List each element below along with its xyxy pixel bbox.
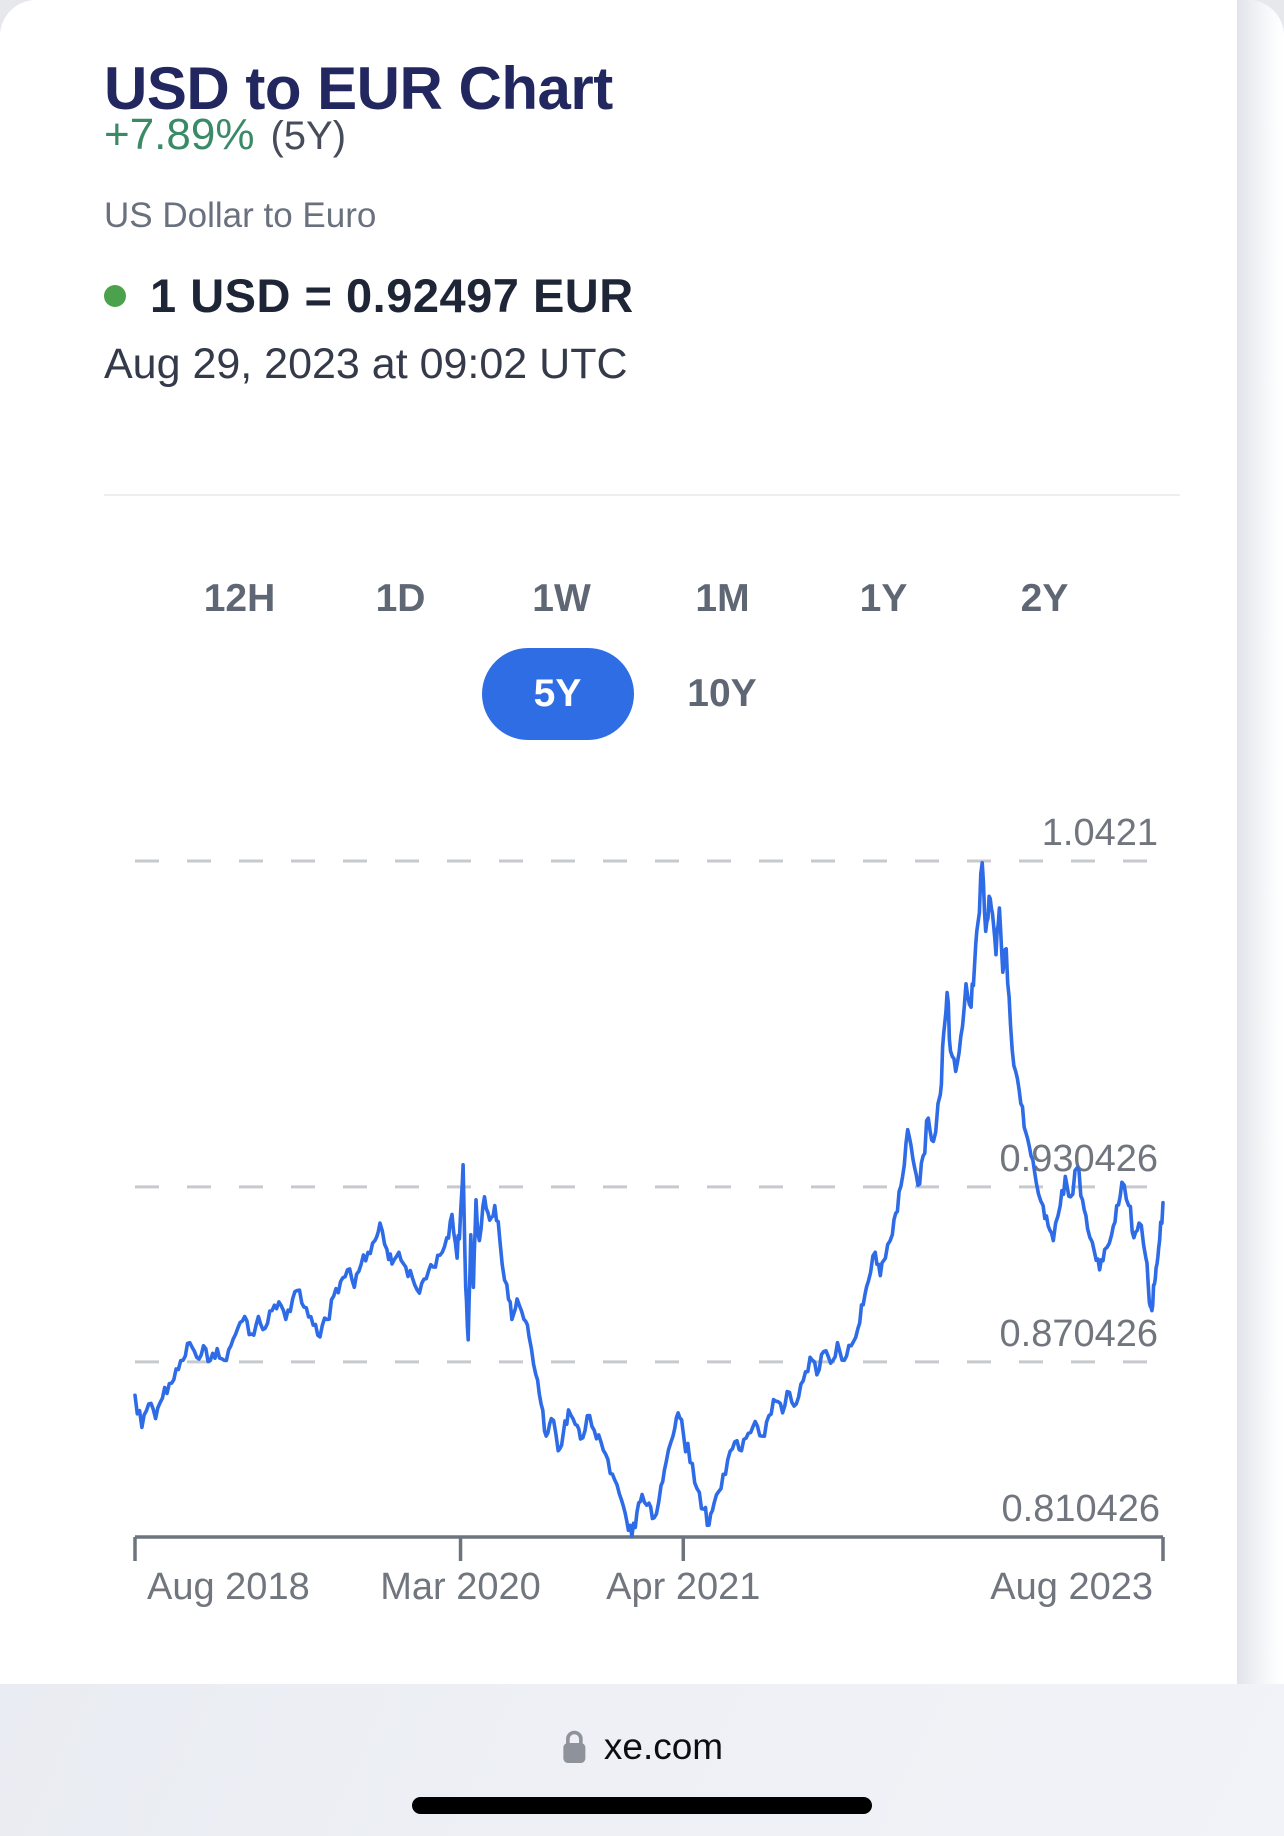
browser-address-bar: xe.com [0,1684,1284,1836]
x-axis-label: Apr 2021 [606,1566,760,1608]
gridline-label: 0.870426 [1000,1313,1159,1355]
range-button-2y[interactable]: 2Y [1020,577,1069,620]
baseline-label: 0.810426 [1002,1488,1161,1530]
live-rate-dot-icon [104,284,126,307]
currency-pair-subtitle: US Dollar to Euro [104,196,377,235]
home-indicator[interactable] [412,1797,872,1814]
x-axis-label: Aug 2018 [147,1566,310,1608]
page-title: USD to EUR Chart [104,55,613,123]
time-range-row-1: 12H 1D 1W 1M 1Y 2Y [0,570,1284,628]
range-button-1m[interactable]: 1M [695,577,750,620]
section-divider [104,494,1180,496]
address-bar-button[interactable]: xe.com [561,1726,723,1768]
range-button-5y-selected[interactable]: 5Y [481,648,634,740]
gridline-label: 1.0421 [1042,812,1158,854]
rate-timestamp: Aug 29, 2023 at 09:02 UTC [104,340,628,388]
x-axis-label: Aug 2023 [990,1566,1153,1608]
lock-icon [563,1730,586,1763]
webpage-content: USD to EUR Chart +7.89% (5Y) US Dollar to… [0,0,1284,1684]
change-percent: +7.89% [104,110,255,159]
change-period: (5Y) [270,114,347,158]
exchange-rate-value: 1 USD = 0.92497 EUR [150,269,634,322]
range-button-1y[interactable]: 1Y [859,577,908,620]
change-row: +7.89% (5Y) [104,110,346,160]
live-rate-row: 1 USD = 0.92497 EUR [104,268,634,323]
range-button-1w[interactable]: 1W [532,577,591,620]
range-button-12h[interactable]: 12H [203,577,276,620]
range-button-1d[interactable]: 1D [375,577,426,620]
address-bar-url: xe.com [603,1726,724,1767]
time-range-row-2: 5Y 10Y [0,648,1284,740]
price-line [133,861,1165,1539]
right-edge-fade [1237,0,1284,1684]
x-axis-label: Mar 2020 [380,1566,541,1608]
range-button-10y[interactable]: 10Y [687,672,757,715]
